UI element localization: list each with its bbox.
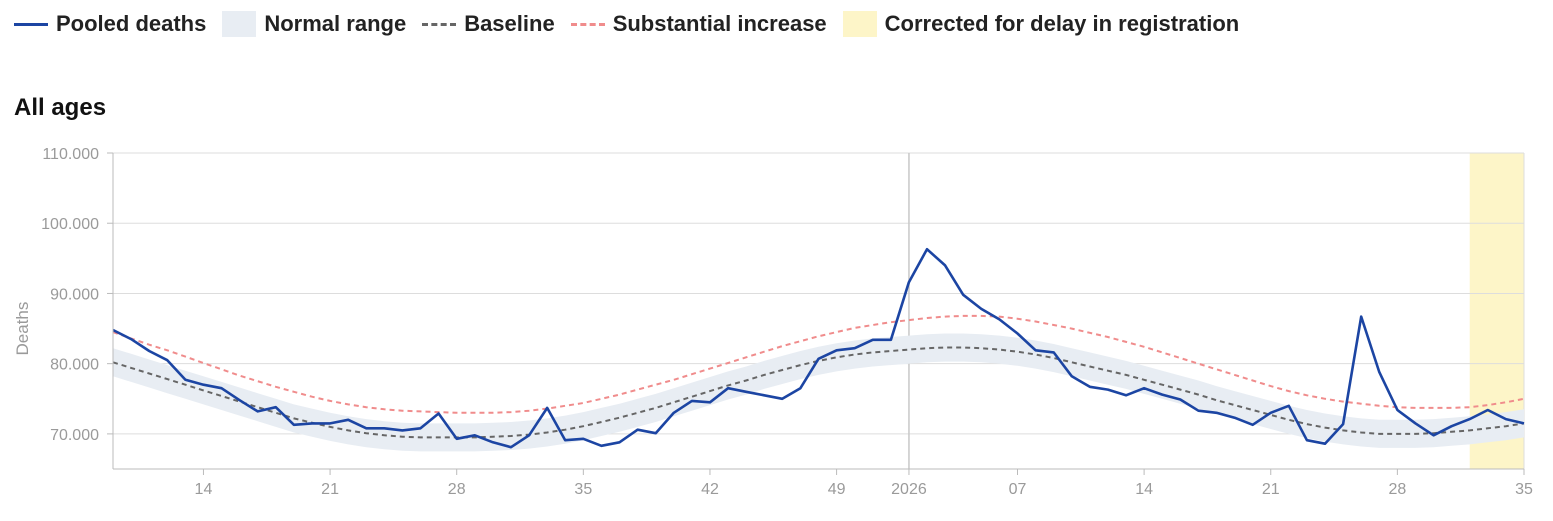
- normal-range-band: [113, 333, 1524, 452]
- x-tick-label: 28: [1388, 481, 1406, 498]
- x-tick-label: 14: [1135, 481, 1153, 498]
- x-tick-label: 49: [828, 481, 846, 498]
- legend-item-corrected[interactable]: Corrected for delay in registration: [842, 11, 1240, 37]
- x-tick-label: 42: [701, 481, 719, 498]
- legend-item-normal-range[interactable]: Normal range: [222, 11, 406, 37]
- pooled-deaths-line: [112, 247, 1525, 449]
- legend-item-pooled-deaths[interactable]: Pooled deaths: [14, 11, 206, 37]
- y-tick-label: 70.000: [50, 427, 99, 444]
- x-tick-label: 21: [321, 481, 339, 498]
- chart-legend: Pooled deaths Normal range Baseline Subs…: [14, 8, 1255, 40]
- legend-item-baseline[interactable]: Baseline: [422, 11, 555, 37]
- x-tick-label: 07: [1009, 481, 1027, 498]
- normal-range-swatch: [222, 11, 257, 37]
- legend-label-increase: Substantial increase: [612, 11, 827, 36]
- baseline-line: [112, 346, 1525, 439]
- panel-title: All ages: [14, 94, 107, 121]
- y-tick-label: 110.000: [42, 146, 99, 163]
- legend-label-baseline: Baseline: [464, 11, 555, 36]
- substantial-increase-line: [112, 314, 1525, 414]
- x-tick-label: 28: [448, 481, 466, 498]
- y-tick-label: 80.000: [50, 357, 99, 374]
- substantial-increase-swatch: [570, 22, 605, 26]
- corrected-swatch: [842, 11, 877, 37]
- x-tick-label: 14: [195, 481, 213, 498]
- legend-label-pooled: Pooled deaths: [56, 11, 207, 36]
- legend-label-normal: Normal range: [264, 11, 407, 36]
- x-tick-label: 21: [1262, 481, 1280, 498]
- legend-item-substantial-increase[interactable]: Substantial increase: [570, 11, 827, 37]
- y-tick-label: 90.000: [50, 286, 99, 303]
- pooled-deaths-swatch: [14, 22, 48, 26]
- y-axis-label: Deaths: [13, 302, 32, 356]
- x-tick-label: 2026: [891, 481, 927, 498]
- y-tick-label: 100.000: [41, 216, 99, 233]
- x-tick-label: 35: [1515, 481, 1533, 498]
- x-tick-label: 35: [574, 481, 592, 498]
- baseline-swatch: [422, 22, 457, 26]
- legend-label-corrected: Corrected for delay in registration: [884, 11, 1240, 36]
